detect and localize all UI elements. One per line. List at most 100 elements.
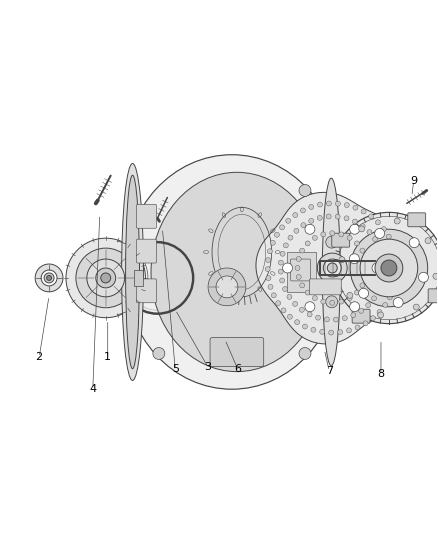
Circle shape xyxy=(287,294,292,300)
Circle shape xyxy=(266,257,271,263)
Circle shape xyxy=(311,327,316,332)
Circle shape xyxy=(126,296,138,308)
Circle shape xyxy=(342,316,347,321)
Circle shape xyxy=(377,310,382,314)
Circle shape xyxy=(330,300,335,305)
Circle shape xyxy=(279,260,283,265)
Circle shape xyxy=(296,256,301,262)
Text: 8: 8 xyxy=(378,369,385,379)
Circle shape xyxy=(350,254,359,264)
Circle shape xyxy=(335,214,340,219)
Circle shape xyxy=(339,299,344,304)
Circle shape xyxy=(301,223,306,228)
Text: 3: 3 xyxy=(205,362,212,373)
Ellipse shape xyxy=(333,212,438,324)
Circle shape xyxy=(418,272,428,282)
Circle shape xyxy=(372,263,382,273)
Circle shape xyxy=(295,265,300,270)
Circle shape xyxy=(293,301,297,306)
FancyBboxPatch shape xyxy=(408,213,426,227)
Circle shape xyxy=(355,325,360,330)
Text: 9: 9 xyxy=(410,175,417,185)
Ellipse shape xyxy=(151,172,323,372)
Circle shape xyxy=(296,274,301,279)
Circle shape xyxy=(354,241,359,246)
Circle shape xyxy=(305,224,315,234)
Ellipse shape xyxy=(327,263,337,273)
Circle shape xyxy=(276,301,281,305)
Ellipse shape xyxy=(122,164,144,381)
Circle shape xyxy=(433,273,438,279)
Text: 5: 5 xyxy=(172,365,179,374)
Circle shape xyxy=(371,316,375,321)
Circle shape xyxy=(288,235,293,240)
Circle shape xyxy=(300,308,304,312)
Circle shape xyxy=(281,308,286,313)
Circle shape xyxy=(350,224,360,234)
Circle shape xyxy=(339,257,345,263)
Ellipse shape xyxy=(360,239,418,297)
Circle shape xyxy=(299,184,311,197)
Circle shape xyxy=(305,302,315,312)
Circle shape xyxy=(312,236,318,240)
Circle shape xyxy=(413,304,419,310)
Circle shape xyxy=(360,248,365,253)
Circle shape xyxy=(326,296,338,308)
Circle shape xyxy=(299,348,311,359)
Circle shape xyxy=(305,241,310,246)
Circle shape xyxy=(394,260,399,265)
Circle shape xyxy=(360,224,365,229)
Ellipse shape xyxy=(381,260,397,276)
Circle shape xyxy=(361,209,366,214)
Ellipse shape xyxy=(101,273,111,283)
Circle shape xyxy=(394,218,400,224)
Circle shape xyxy=(339,232,344,237)
Ellipse shape xyxy=(208,268,246,306)
Circle shape xyxy=(268,249,272,254)
Circle shape xyxy=(321,232,326,237)
Circle shape xyxy=(307,312,312,317)
FancyBboxPatch shape xyxy=(137,239,156,263)
Circle shape xyxy=(378,312,384,318)
Polygon shape xyxy=(286,252,316,292)
Circle shape xyxy=(268,285,273,289)
Circle shape xyxy=(359,226,364,232)
Circle shape xyxy=(347,296,352,301)
Circle shape xyxy=(359,288,369,298)
Circle shape xyxy=(393,251,398,256)
Circle shape xyxy=(353,205,358,210)
Text: 4: 4 xyxy=(89,384,96,394)
Circle shape xyxy=(376,288,381,293)
Circle shape xyxy=(286,219,291,223)
Circle shape xyxy=(336,201,340,206)
Text: 2: 2 xyxy=(35,352,43,362)
Circle shape xyxy=(283,243,288,248)
Text: 7: 7 xyxy=(326,366,333,376)
Circle shape xyxy=(300,248,305,253)
Circle shape xyxy=(294,228,299,233)
Circle shape xyxy=(309,205,314,209)
FancyBboxPatch shape xyxy=(210,337,264,366)
FancyBboxPatch shape xyxy=(352,309,370,323)
Circle shape xyxy=(379,280,385,285)
Circle shape xyxy=(317,215,322,220)
Circle shape xyxy=(364,256,368,262)
Circle shape xyxy=(346,328,351,333)
Text: 1: 1 xyxy=(104,352,111,362)
Polygon shape xyxy=(134,270,144,286)
Circle shape xyxy=(318,202,322,207)
Circle shape xyxy=(369,214,374,219)
Circle shape xyxy=(326,214,331,219)
Circle shape xyxy=(126,236,138,248)
Circle shape xyxy=(354,290,359,295)
Circle shape xyxy=(347,236,352,240)
Circle shape xyxy=(305,290,310,295)
Circle shape xyxy=(300,208,305,213)
Circle shape xyxy=(315,315,321,320)
Circle shape xyxy=(386,234,391,239)
Ellipse shape xyxy=(46,276,52,280)
Ellipse shape xyxy=(87,259,124,297)
Circle shape xyxy=(380,253,385,258)
Circle shape xyxy=(344,203,349,207)
Circle shape xyxy=(344,216,349,221)
